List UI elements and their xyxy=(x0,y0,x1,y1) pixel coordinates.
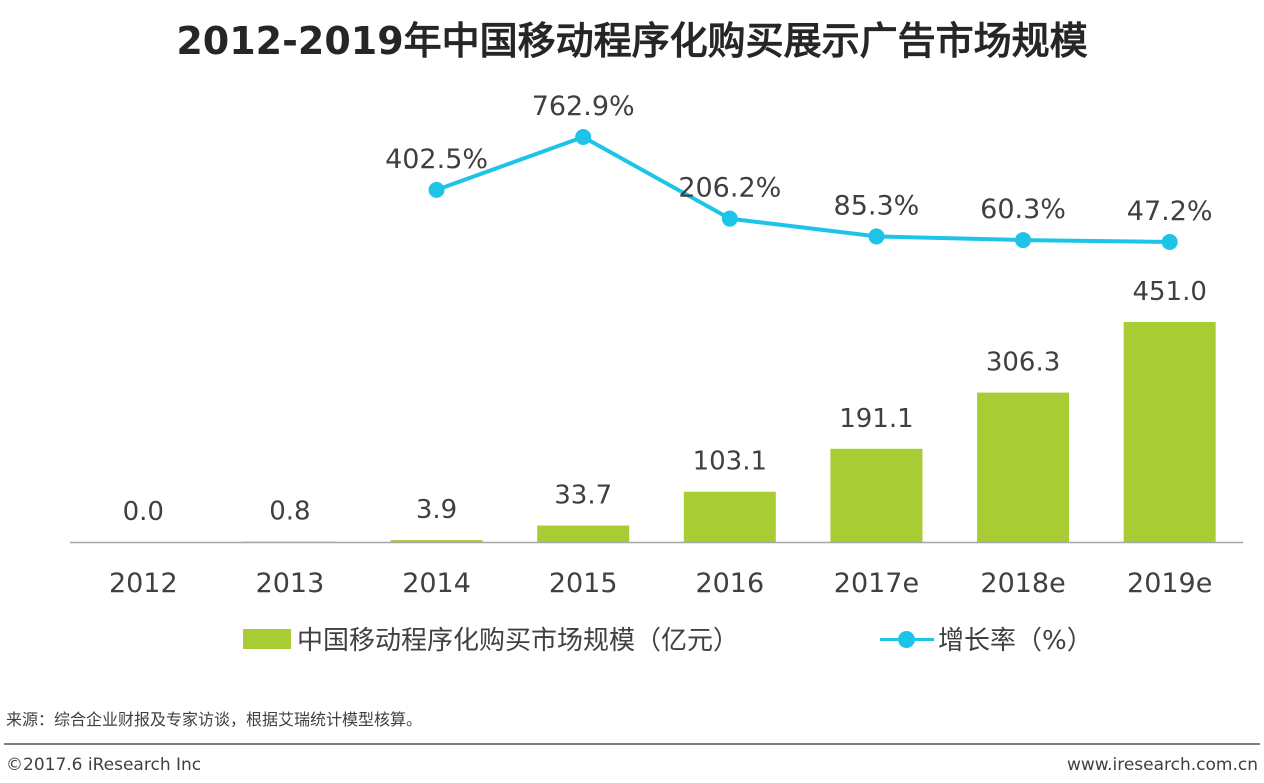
growth-point-2015 xyxy=(575,129,592,145)
growth-label-2018e: 60.3% xyxy=(980,194,1066,225)
growth-point-2017e xyxy=(868,228,885,245)
footer-divider xyxy=(4,743,1260,745)
bar-value-label-2014: 3.9 xyxy=(416,495,457,525)
bar-2018e xyxy=(977,392,1070,542)
website-link[interactable]: www.iresearch.com.cn xyxy=(1066,755,1258,775)
x-tick-label-2019e: 2019e xyxy=(1127,568,1212,599)
growth-label-2019e: 47.2% xyxy=(1127,196,1213,227)
x-tick-label-2015: 2015 xyxy=(549,568,618,599)
growth-point-2014 xyxy=(428,181,445,198)
x-tick-label-2013: 2013 xyxy=(256,568,325,599)
bar-value-label-2015: 33.7 xyxy=(554,481,612,511)
bar-value-label-2018e: 306.3 xyxy=(986,348,1060,378)
legend-bar-swatch xyxy=(243,628,291,649)
bar-value-label-2017e: 191.1 xyxy=(839,404,913,434)
x-tick-label-2012: 2012 xyxy=(109,568,178,599)
growth-point-2019e xyxy=(1161,234,1178,250)
bar-2015 xyxy=(537,525,630,542)
bar-value-label-2019e: 451.0 xyxy=(1132,277,1206,307)
growth-point-2016 xyxy=(721,210,738,227)
x-tick-label-2016: 2016 xyxy=(695,568,764,599)
legend-line: 增长率（%） xyxy=(880,620,1093,657)
bar-2016 xyxy=(683,491,776,542)
source-note: 来源：综合企业财报及专家访谈，根据艾瑞统计模型核算。 xyxy=(6,710,423,729)
legend-line-label: 增长率（%） xyxy=(938,626,1093,656)
growth-label-2014: 402.5% xyxy=(385,144,488,175)
bar-value-label-2012: 0.0 xyxy=(123,497,164,527)
x-tick-label-2014: 2014 xyxy=(402,568,471,599)
bar-2019e xyxy=(1123,322,1216,542)
chart-title: 2012-2019年中国移动程序化购买展示广告市场规模 xyxy=(176,19,1088,63)
legend-line-swatch xyxy=(880,629,934,649)
copyright-text: ©2017.6 iResearch Inc xyxy=(6,755,202,775)
bar-value-label-2013: 0.8 xyxy=(269,497,310,527)
growth-label-2016: 206.2% xyxy=(678,173,781,204)
growth-point-2018e xyxy=(1015,232,1032,249)
bar-value-label-2016: 103.1 xyxy=(693,447,767,477)
x-tick-label-2018e: 2018e xyxy=(980,568,1065,599)
legend-bar: 中国移动程序化购买市场规模（亿元） xyxy=(243,620,739,657)
x-tick-label-2017e: 2017e xyxy=(834,568,919,599)
growth-rate-line xyxy=(435,135,1170,244)
bar-2014 xyxy=(390,540,483,542)
bar-2017e xyxy=(830,448,923,542)
legend-bar-label: 中国移动程序化购买市场规模（亿元） xyxy=(297,626,740,656)
growth-label-2015: 762.9% xyxy=(532,91,635,122)
growth-label-2017e: 85.3% xyxy=(834,190,920,221)
